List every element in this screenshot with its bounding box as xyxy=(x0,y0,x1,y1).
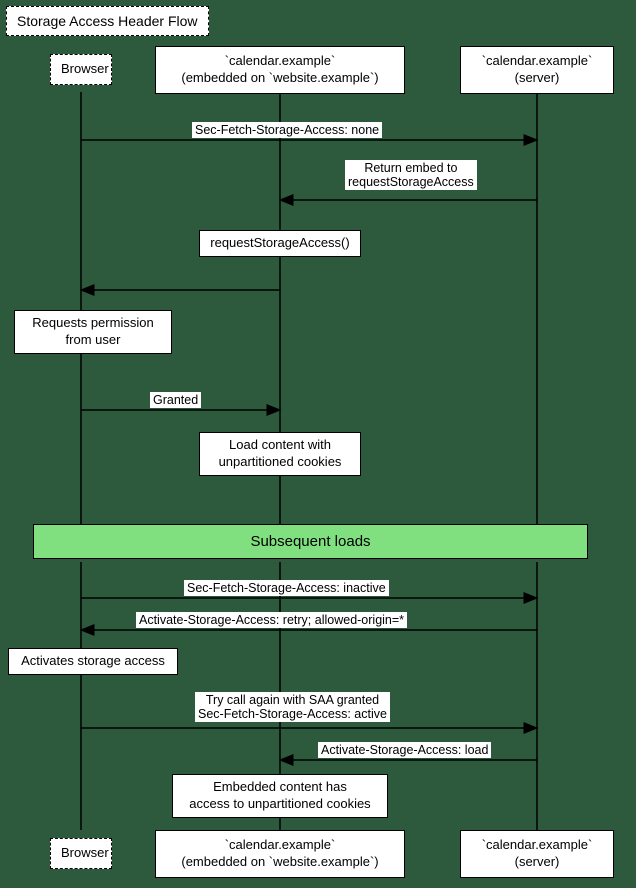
msg-return-embed-l2: requestStorageAccess xyxy=(348,175,474,189)
msg-sec-fetch-none: Sec-Fetch-Storage-Access: none xyxy=(192,122,382,138)
note-requests-permission: Requests permission from user xyxy=(14,310,172,354)
msg-return-embed: Return embed to requestStorageAccess xyxy=(345,160,477,190)
note-load-content-l1: Load content with xyxy=(208,437,352,454)
note-request-storage-access: requestStorageAccess() xyxy=(199,230,361,257)
msg-sec-fetch-inactive: Sec-Fetch-Storage-Access: inactive xyxy=(184,580,389,596)
msg-try-again-l2: Sec-Fetch-Storage-Access: active xyxy=(198,707,387,721)
note-embedded-access-l2: access to unpartitioned cookies xyxy=(181,796,379,813)
divider-subsequent-loads: Subsequent loads xyxy=(33,524,588,559)
participant-browser-top: Browser xyxy=(50,54,112,85)
participant-embed-bottom: `calendar.example` (embedded on `website… xyxy=(155,830,405,878)
participant-server-line1: `calendar.example` xyxy=(471,53,603,70)
msg-return-embed-l1: Return embed to xyxy=(348,161,474,175)
msg-try-again-l1: Try call again with SAA granted xyxy=(198,693,387,707)
note-embedded-access-l1: Embedded content has xyxy=(181,779,379,796)
participant-embed-b-line2: (embedded on `website.example`) xyxy=(166,854,394,871)
msg-activate-retry: Activate-Storage-Access: retry; allowed-… xyxy=(136,612,407,628)
note-activates-storage: Activates storage access xyxy=(8,648,178,675)
participant-embed-top: `calendar.example` (embedded on `website… xyxy=(155,46,405,94)
msg-try-again: Try call again with SAA granted Sec-Fetc… xyxy=(195,692,390,722)
note-requests-permission-l2: from user xyxy=(23,332,163,349)
participant-browser-bottom: Browser xyxy=(50,838,112,869)
participant-server-top: `calendar.example` (server) xyxy=(460,46,614,94)
note-embedded-access: Embedded content has access to unpartiti… xyxy=(172,774,388,818)
diagram-title: Storage Access Header Flow xyxy=(6,6,209,36)
participant-embed-b-line1: `calendar.example` xyxy=(166,837,394,854)
participant-embed-line2: (embedded on `website.example`) xyxy=(166,70,394,87)
msg-activate-load: Activate-Storage-Access: load xyxy=(318,742,491,758)
participant-server-bottom: `calendar.example` (server) xyxy=(460,830,614,878)
note-requests-permission-l1: Requests permission xyxy=(23,315,163,332)
participant-server-b-line1: `calendar.example` xyxy=(471,837,603,854)
msg-granted: Granted xyxy=(150,392,201,408)
participant-server-b-line2: (server) xyxy=(471,854,603,871)
participant-server-line2: (server) xyxy=(471,70,603,87)
note-load-content-l2: unpartitioned cookies xyxy=(208,454,352,471)
note-load-content: Load content with unpartitioned cookies xyxy=(199,432,361,476)
participant-embed-line1: `calendar.example` xyxy=(166,53,394,70)
